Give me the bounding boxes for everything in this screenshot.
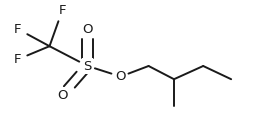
Text: F: F (14, 23, 22, 36)
Text: S: S (84, 60, 92, 72)
Text: F: F (14, 53, 22, 66)
Text: O: O (82, 23, 93, 36)
Text: O: O (57, 89, 68, 102)
Text: O: O (115, 70, 126, 83)
Text: F: F (58, 4, 66, 17)
